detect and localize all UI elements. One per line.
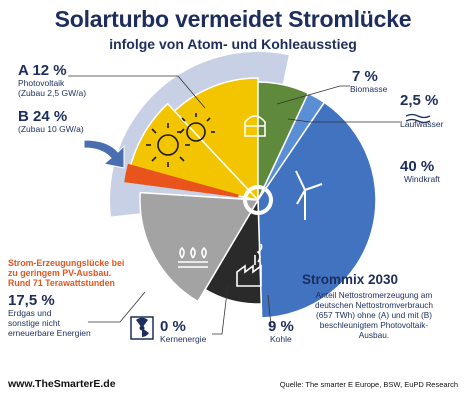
- label-laufwasser: 2,5 % Laufwasser: [400, 92, 443, 130]
- kohle-name: Kohle: [270, 334, 292, 345]
- erdgas-line-3: erneuerbare Energien: [8, 327, 91, 338]
- center-ring: [243, 185, 273, 215]
- label-pv-b: B 24 % (Zubau 10 GW/a): [18, 108, 84, 135]
- nuclear-icon: [130, 316, 154, 340]
- erdgas-percent: 17,5 %: [8, 292, 55, 309]
- pv-a-name: Photovoltaik: [18, 78, 65, 89]
- leader-erdgas: [88, 291, 146, 323]
- laufwasser-name: Laufwasser: [400, 119, 444, 130]
- leader-biomasse: [276, 85, 350, 105]
- label-windkraft: 40 % Windkraft: [400, 158, 440, 185]
- slice-erdgas: [139, 191, 260, 303]
- label-kohle: 9 % Kohle: [268, 318, 294, 345]
- strommix-line-5: Ausbau.: [358, 329, 390, 340]
- kern-name: Kernenergie: [160, 334, 207, 345]
- slice-pv-a: [173, 77, 259, 202]
- biomasse-name: Biomasse: [350, 84, 388, 95]
- sun-icon-2: [177, 113, 215, 142]
- leader-kohle: [267, 294, 272, 327]
- leader-pv-a: [68, 75, 206, 109]
- strommix-description: Anteil Nettostromerzeugung am deutschen …: [288, 290, 460, 341]
- leader-kern: [212, 283, 229, 335]
- kohle-percent: 9 %: [268, 318, 294, 335]
- pv-a-percent: A 12 %: [18, 62, 67, 79]
- pv-b-detail: (Zubau 10 GW/a): [18, 124, 84, 135]
- leader-laufwasser: [287, 118, 400, 123]
- gap-note: Strom-Erzeugungslücke bei zu geringem PV…: [8, 258, 158, 288]
- gap-line-3: Rund 71 Terawattstunden: [8, 278, 115, 289]
- strommix-line-1: Anteil Nettostromerzeugung am: [315, 290, 433, 300]
- strommix-line-4: beschleunigtem Photovoltaik-: [319, 319, 429, 330]
- label-kernenergie: 0 % Kernenergie: [160, 318, 206, 345]
- chart-title: Solarturbo vermeidet Stromlücke: [54, 6, 412, 32]
- wind-percent: 40 %: [400, 158, 435, 175]
- label-pv-a: A 12 % Photovoltaik (Zubau 2,5 GW/a): [18, 62, 86, 99]
- strommix-heading: Strommix 2030: [302, 272, 399, 287]
- arrow-icon: [83, 139, 125, 169]
- strommix-line-3: (657 TWh) ohne (A) und mit (B): [315, 309, 433, 320]
- footer-source: Quelle: The smarter E Europe, BSW, EuPD …: [279, 380, 458, 389]
- gap-band: [124, 163, 239, 198]
- footer-website[interactable]: www.TheSmarterE.de: [8, 378, 116, 390]
- laufwasser-percent: 2,5 %: [400, 92, 439, 109]
- pv-a-detail: (Zubau 2,5 GW/a): [18, 88, 87, 99]
- pv-b-percent: B 24 %: [18, 108, 68, 125]
- water-icon: [405, 113, 431, 124]
- factory-icon: [236, 243, 263, 287]
- gap-line-1: Strom-Erzeugungslücke bei: [8, 258, 125, 268]
- erdgas-line-1: Erdgas und: [8, 308, 52, 319]
- wind-name: Windkraft: [404, 174, 440, 185]
- gas-flame-icon: [178, 246, 208, 268]
- label-biomasse: 7 % Biomasse: [350, 68, 388, 95]
- strommix-line-2: deutschen Nettostromverbrauch: [314, 299, 434, 310]
- leader-lines: [68, 75, 400, 335]
- biomasse-percent: 7 %: [352, 68, 378, 85]
- wind-turbine-icon: [295, 170, 323, 220]
- chart-subtitle: infolge von Atom- und Kohleausstieg: [109, 36, 357, 52]
- kern-percent: 0 %: [160, 318, 186, 335]
- erdgas-line-2: sonstige nicht: [8, 318, 60, 329]
- label-erdgas: 17,5 % Erdgas und sonstige nicht erneuer…: [8, 292, 91, 339]
- slice-windkraft: [257, 101, 377, 319]
- gap-line-2: zu geringem PV-Ausbau.: [8, 268, 112, 279]
- sun-icon: [146, 123, 190, 167]
- biomass-icon: [244, 115, 266, 137]
